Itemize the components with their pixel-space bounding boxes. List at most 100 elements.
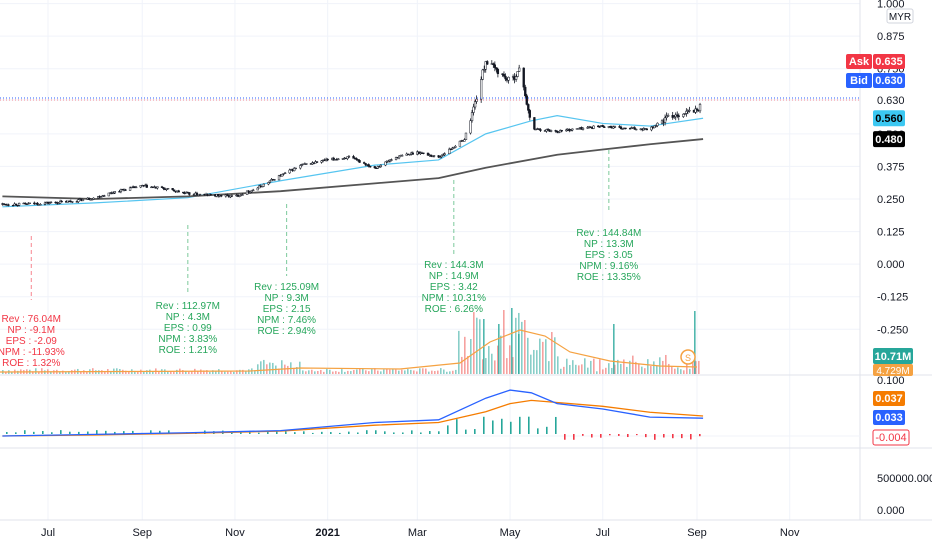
candle-body <box>656 122 659 126</box>
volume-bar <box>473 312 475 374</box>
volume-badge <box>873 348 913 364</box>
macd-histogram-bar <box>546 426 548 434</box>
price-axis-tick: 0.000 <box>877 259 905 271</box>
volume-bar <box>683 370 685 374</box>
candle-body <box>603 126 606 128</box>
volume-bar <box>593 358 595 374</box>
macd-histogram-bar <box>447 425 449 434</box>
candle-body <box>473 101 477 108</box>
macd-histogram-bar <box>51 432 53 434</box>
volume-bar <box>314 371 316 374</box>
volume-bar <box>206 370 208 374</box>
macd-histogram-bar <box>321 431 323 434</box>
candle-body <box>87 197 91 200</box>
volume-bar <box>5 371 7 374</box>
volume-bar <box>461 356 463 374</box>
volume-bar <box>650 366 652 374</box>
macd-histogram-bar <box>564 434 566 440</box>
candle-body <box>516 71 519 77</box>
volume-bar <box>356 369 358 374</box>
candle-body <box>220 195 223 197</box>
currency-box[interactable] <box>886 8 914 24</box>
volume-bar <box>401 369 403 374</box>
volume-bar <box>563 366 565 374</box>
candle-body <box>92 197 95 200</box>
volume-bar <box>629 360 631 374</box>
candle-body <box>454 146 457 148</box>
volume-bar <box>287 365 289 374</box>
candle-body <box>470 112 474 121</box>
volume-bar <box>392 369 394 374</box>
volume-bar <box>242 369 244 374</box>
volume-bar <box>158 371 160 374</box>
volume-bar <box>479 319 481 374</box>
candle-body <box>39 204 42 206</box>
dividend-marker-letter: S <box>685 353 691 363</box>
candle-body <box>250 190 253 192</box>
volume-bar <box>497 345 499 374</box>
macd-histogram-bar <box>60 430 62 434</box>
candle-body <box>162 187 165 189</box>
candle-body <box>352 156 355 159</box>
time-axis-tick: Jul <box>41 527 55 539</box>
volume-bar <box>347 370 349 374</box>
volume-bar <box>602 369 604 374</box>
macd-histogram-bar <box>510 421 512 434</box>
macd-histogram-bar <box>492 420 494 434</box>
candle-body <box>280 173 284 177</box>
volume-bar <box>617 359 619 374</box>
candle-body <box>400 155 404 157</box>
earnings-annotation-line: NPM : 10.31% <box>422 293 487 304</box>
price-axis-tick: 0.250 <box>877 194 905 206</box>
volume-bar <box>185 370 187 374</box>
candle-body <box>100 196 103 198</box>
candle-body <box>438 156 442 158</box>
volume-bar <box>662 360 664 374</box>
time-axis-tick: Nov <box>225 527 245 539</box>
macd-histogram-bar <box>672 434 674 439</box>
volume-ma-badge-value: 4.729M <box>876 366 909 377</box>
volume-bar <box>38 371 40 374</box>
candle-body <box>356 159 360 161</box>
candle-body <box>107 192 110 197</box>
macd-histogram-bar <box>159 430 161 434</box>
volume-bar <box>182 370 184 374</box>
macd-histogram-bar <box>654 434 656 440</box>
macd-histogram-bar <box>699 434 701 437</box>
macd-histogram-bar <box>537 428 539 434</box>
candle-body <box>695 108 699 111</box>
volume-bar <box>437 370 439 374</box>
candle-body <box>483 68 486 71</box>
candle-body <box>571 128 574 131</box>
dividend-marker[interactable] <box>680 349 696 365</box>
volume-bar <box>458 330 460 374</box>
volume-bar <box>527 337 529 374</box>
earnings-annotation-line: ROE : 1.21% <box>159 345 217 356</box>
volume-bar <box>143 371 145 374</box>
ask-badge-label: Ask <box>849 56 870 68</box>
volume-bar <box>11 371 13 374</box>
earnings-annotation-line: EPS : 3.42 <box>430 282 478 293</box>
candle-body <box>502 74 506 77</box>
volume-bar <box>293 367 295 374</box>
macd-histogram-bar <box>42 431 44 434</box>
macd-histogram-bar <box>474 429 476 434</box>
volume-bar <box>422 368 424 374</box>
volume-bar <box>302 370 304 374</box>
volume-bar <box>668 363 670 374</box>
volume-bar <box>152 371 154 374</box>
volume-bar <box>323 371 325 374</box>
volume-bar <box>410 369 412 374</box>
time-axis-tick: Sep <box>132 527 152 539</box>
candle-body <box>156 186 159 189</box>
candle-body <box>463 139 466 142</box>
earnings-annotation-line: EPS : 0.99 <box>164 323 212 334</box>
price-badge-value: 0.480 <box>875 134 903 146</box>
volume-spike <box>613 324 615 374</box>
candle-body <box>305 163 308 165</box>
volume-bar <box>551 332 553 374</box>
volume-bar <box>506 358 508 374</box>
candle-body <box>480 79 483 100</box>
